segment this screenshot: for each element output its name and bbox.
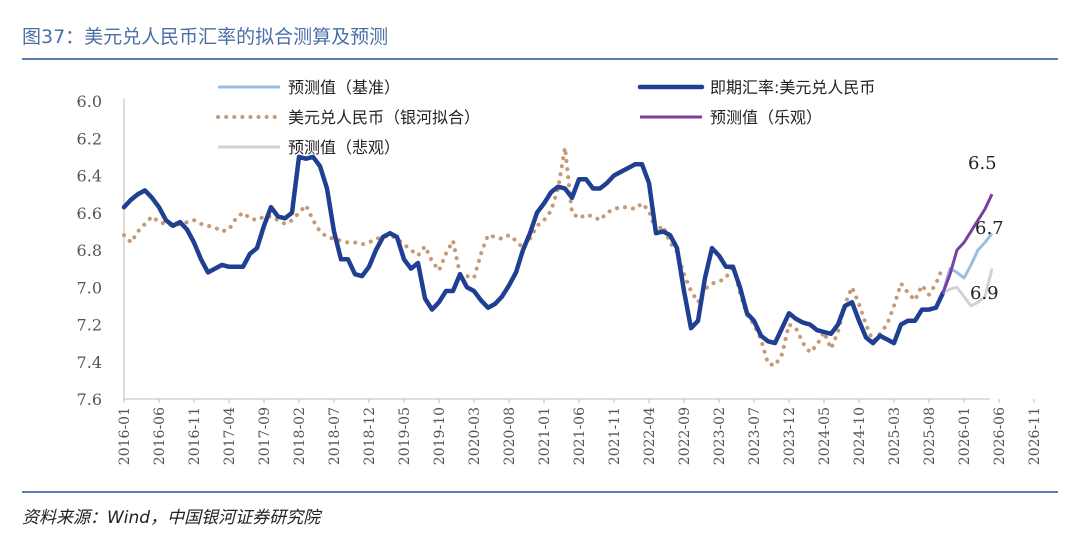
x-tick-label: 2024-05 (817, 407, 833, 465)
y-tick-label: 7.0 (77, 278, 102, 297)
legend-item-optimistic: 预测值（乐观） (640, 108, 822, 127)
x-tick-label: 2021-11 (607, 407, 623, 465)
legend-item-base: 预测值（基准） (218, 78, 400, 97)
x-tick-label: 2020-08 (502, 407, 518, 465)
series-forecast-pessimistic (942, 268, 994, 308)
y-tick-label: 6.8 (77, 241, 102, 260)
x-tick-label: 2026-11 (1027, 407, 1043, 465)
y-tick-label: 6.0 (77, 92, 102, 111)
x-tick-label: 2016-11 (187, 407, 203, 465)
x-tick-label: 2023-07 (747, 407, 763, 465)
x-tick-label: 2018-02 (292, 407, 308, 465)
x-tick-label: 2021-06 (572, 407, 588, 465)
annotation-optimistic: 6.5 (968, 153, 997, 174)
legend-label: 预测值（乐观） (710, 108, 822, 127)
chart-annotations: 6.5 6.7 6.9 (968, 153, 1004, 304)
x-tick-label: 2019-05 (397, 407, 413, 465)
series-fitted (122, 145, 945, 368)
annotation-pessimistic: 6.9 (970, 283, 999, 304)
annotation-base: 6.7 (975, 218, 1004, 239)
x-tick-label: 2016-06 (152, 407, 168, 465)
x-tick-label: 2022-09 (677, 407, 693, 465)
legend-item-pessimistic: 预测值（悲观） (218, 138, 400, 157)
x-tick-label: 2023-02 (712, 407, 728, 465)
legend-item-fitted: 美元兑人民币（银河拟合） (216, 108, 480, 127)
legend-label: 预测值（基准） (288, 78, 400, 97)
chart-series (121, 145, 994, 368)
y-tick-label: 6.6 (77, 204, 102, 223)
x-tick-label: 2017-04 (222, 407, 238, 465)
x-tick-label: 2016-01 (117, 407, 133, 465)
x-tick-label: 2024-10 (852, 407, 868, 465)
x-tick-label: 2023-12 (782, 407, 798, 465)
x-tick-label: 2019-10 (432, 407, 448, 465)
y-tick-label: 6.2 (77, 129, 102, 148)
x-tick-label: 2020-03 (467, 407, 483, 465)
x-tick-label: 2026-01 (957, 407, 973, 465)
legend-label: 即期汇率:美元兑人民币 (710, 78, 875, 97)
x-tick-label: 2018-12 (362, 407, 378, 465)
x-tick-label: 2021-01 (537, 407, 553, 465)
x-tick-label: 2017-09 (257, 407, 273, 465)
source-note: 资料来源：Wind，中国银河证券研究院 (22, 508, 321, 528)
x-tick-label: 2025-08 (922, 407, 938, 465)
top-rule (22, 58, 1058, 60)
chart-axes: 6.0 6.2 6.4 6.6 6.8 7.0 7.2 7.4 7.6 2016-01 2016-0… (77, 92, 1043, 465)
bottom-rule (22, 491, 1058, 493)
x-tick-label: 2025-03 (887, 407, 903, 465)
y-tick-label: 7.2 (77, 316, 102, 335)
series-forecast-optimistic (941, 193, 994, 294)
y-tick-label: 7.6 (77, 390, 102, 409)
figure-title: 图37：美元兑人民币汇率的拟合测算及预测 (22, 26, 389, 48)
series-spot-rate (121, 154, 946, 346)
x-tick-label: 2018-07 (327, 407, 343, 465)
y-tick-label: 7.4 (77, 353, 102, 372)
legend-label: 预测值（悲观） (288, 138, 400, 157)
legend-item-spot: 即期汇率:美元兑人民币 (637, 78, 875, 97)
legend-label: 美元兑人民币（银河拟合） (288, 108, 480, 127)
y-tick-label: 6.4 (77, 167, 102, 186)
x-tick-label: 2022-04 (642, 407, 658, 465)
x-tick-label: 2026-06 (992, 407, 1008, 465)
